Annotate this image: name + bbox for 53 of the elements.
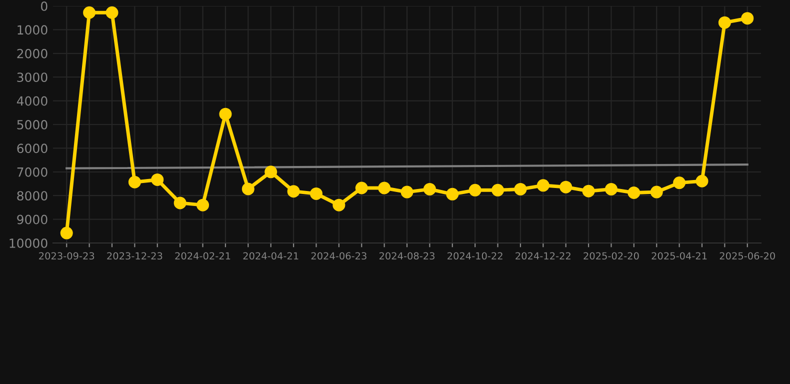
point [696,174,708,188]
y-tick-label: 0 [41,1,48,11]
point [106,6,118,19]
point [673,176,686,190]
point [151,173,164,186]
point [741,12,754,25]
point [560,180,572,194]
y-tick-label: 2000 [17,48,48,58]
point [514,182,527,196]
point [492,184,504,196]
point [582,184,595,198]
x-tick-label: 2025-02-20 [584,252,639,260]
point [536,179,550,192]
y-tick-label: 5000 [17,120,48,130]
y-tick-label: 10000 [10,238,48,248]
point [604,182,618,196]
point [128,176,141,188]
point [446,188,459,200]
point [378,182,391,194]
point [332,198,346,212]
point [468,184,482,196]
point [219,108,232,120]
x-tick-label: 2025-04-21 [652,252,707,260]
y-tick-label: 3000 [17,72,48,82]
point [718,16,731,29]
y-tick-label: 6000 [17,144,48,154]
y-tick-label: 1000 [18,25,48,35]
point [264,166,278,178]
x-tick-label: 2024-08-23 [379,252,434,260]
x-tick-label: 2023-09-23 [39,252,94,260]
point [650,186,663,198]
point [355,182,368,194]
point [242,182,254,196]
x-tick-label: 2023-12-23 [107,252,162,260]
y-tick-label: 7000 [17,167,48,177]
point [60,226,73,240]
point [628,186,640,200]
x-tick-label: 2024-12-22 [516,252,570,260]
point [310,187,322,200]
y-tick-label: 9000 [17,214,48,224]
point [287,185,300,198]
point [83,6,96,19]
point [423,182,436,196]
x-tick-label: 2024-06-23 [311,252,366,260]
point [400,186,414,198]
x-tick-label: 2024-04-21 [243,252,298,260]
x-tick-label: 2024-10-22 [448,252,502,260]
y-tick-label: 8000 [17,191,48,201]
y-tick-label: 4000 [16,96,48,106]
point [174,196,186,210]
x-tick-label: 2025-06-20 [720,252,775,260]
x-tick-label: 2024-02-21 [175,252,230,260]
point [196,198,210,212]
